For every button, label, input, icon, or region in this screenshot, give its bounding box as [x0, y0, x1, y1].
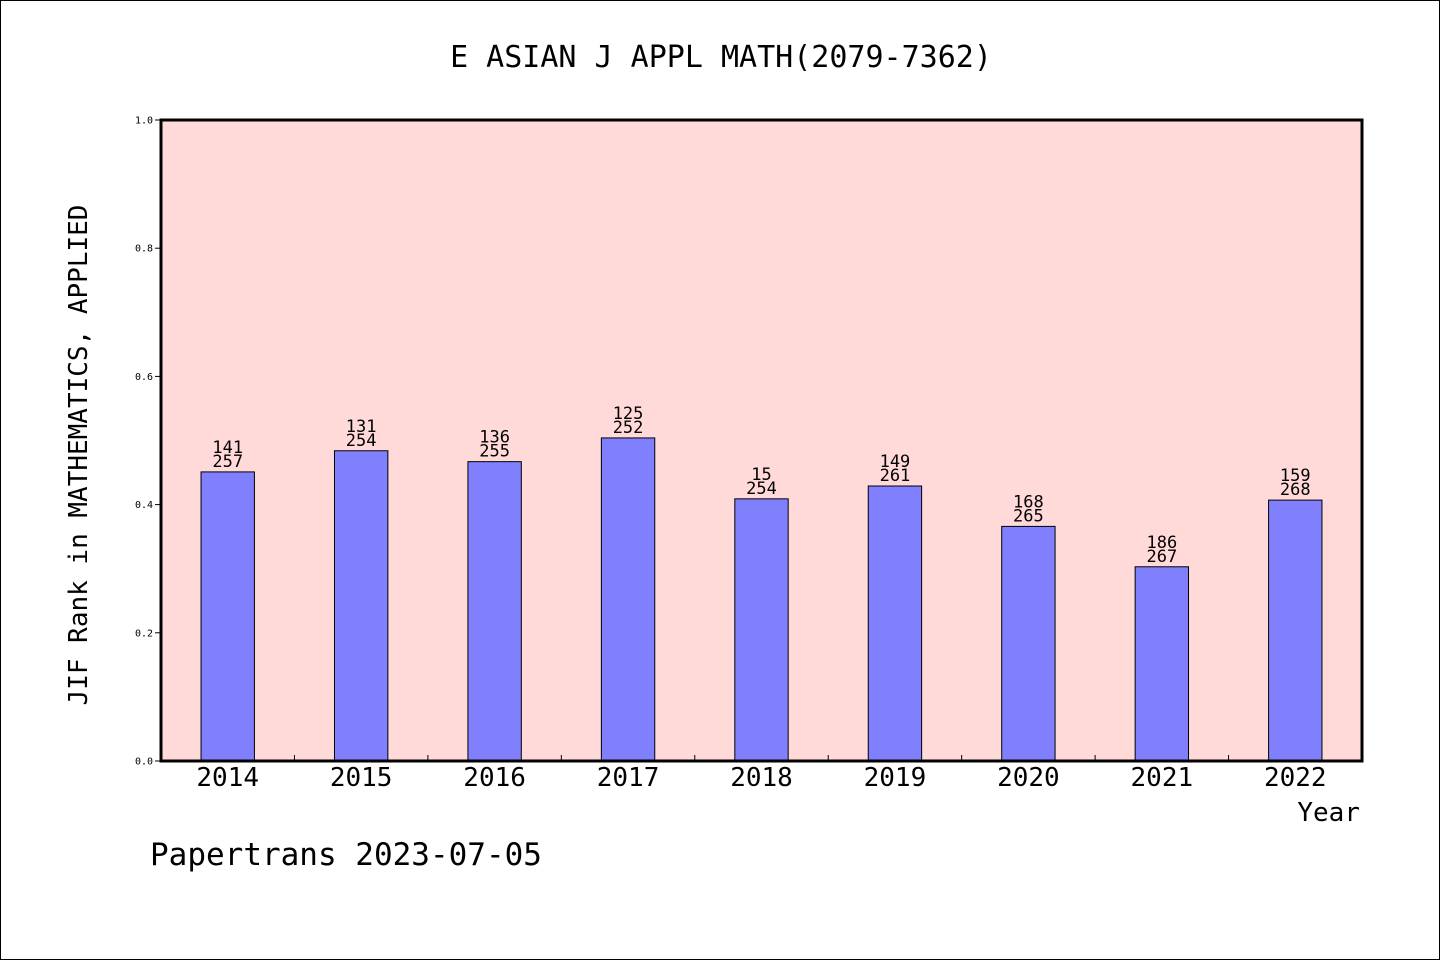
plot-border	[159, 118, 1364, 763]
bar-total-label: 265	[1013, 506, 1044, 526]
y-tick-label: 0.2	[135, 628, 153, 639]
bar-total-label: 255	[479, 442, 510, 462]
y-tick-label: 0.4	[135, 500, 153, 511]
y-axis-label: JIF Rank in MATHEMATICS, APPLIED	[64, 205, 94, 706]
bar-2021	[1134, 566, 1190, 762]
chart-title: E ASIAN J APPL MATH(2079-7362)	[450, 40, 992, 75]
x-tick-label: 2018	[730, 763, 793, 793]
bar-rank-label: 168	[1013, 492, 1044, 512]
bar-rank-label: 125	[613, 404, 644, 424]
x-axis-label: Year	[1297, 798, 1360, 828]
y-tick-label: 1.0	[135, 116, 153, 127]
bar-2017	[600, 437, 656, 762]
y-tick-label: 0.0	[135, 757, 153, 768]
bar-total-label: 254	[346, 431, 377, 451]
bar-2022	[1268, 499, 1323, 762]
x-tick-label: 2014	[196, 763, 259, 793]
bar-rank-label: 131	[346, 417, 377, 437]
bars-group	[200, 437, 1323, 762]
bar-2014	[200, 471, 255, 762]
bar-rank-label: 186	[1146, 533, 1177, 553]
bar-total-label: 252	[613, 418, 644, 438]
bar-rank-label: 141	[212, 438, 243, 458]
bar-total-label: 261	[880, 466, 911, 486]
bar-rank-label: 136	[479, 428, 510, 448]
bar-total-label: 267	[1146, 547, 1177, 567]
bar-rank-label: 15	[751, 465, 771, 485]
footer-text: Papertrans 2023-07-05	[150, 837, 542, 873]
bar-total-label: 257	[212, 452, 243, 472]
bar-2016	[467, 461, 522, 762]
y-axis: 0.0 0.2 0.4 0.6 0.8 1.0	[135, 116, 161, 768]
y-tick-label: 0.8	[135, 244, 153, 255]
bar-2019	[867, 485, 923, 762]
y-tick-label: 0.6	[135, 372, 153, 383]
x-tick-label: 2015	[330, 763, 393, 793]
x-tick-label: 2017	[597, 763, 660, 793]
bar-2015	[333, 450, 389, 762]
x-tick-label: 2016	[463, 763, 526, 793]
x-tick-label: 2019	[864, 763, 927, 793]
bar-total-label: 254	[746, 479, 777, 499]
x-tick-label: 2020	[997, 763, 1060, 793]
x-axis: 2014 2015 2016 2017 2018 2019 2020 2021 2022	[196, 755, 1327, 793]
bar-total-label: 268	[1280, 480, 1311, 500]
x-tick-label: 2021	[1131, 763, 1194, 793]
bar-rank-label: 159	[1280, 466, 1311, 486]
bar-2018	[734, 498, 789, 762]
bar-2020	[1001, 525, 1056, 762]
bar-rank-label: 149	[880, 452, 911, 472]
x-tick-label: 2022	[1264, 763, 1327, 793]
